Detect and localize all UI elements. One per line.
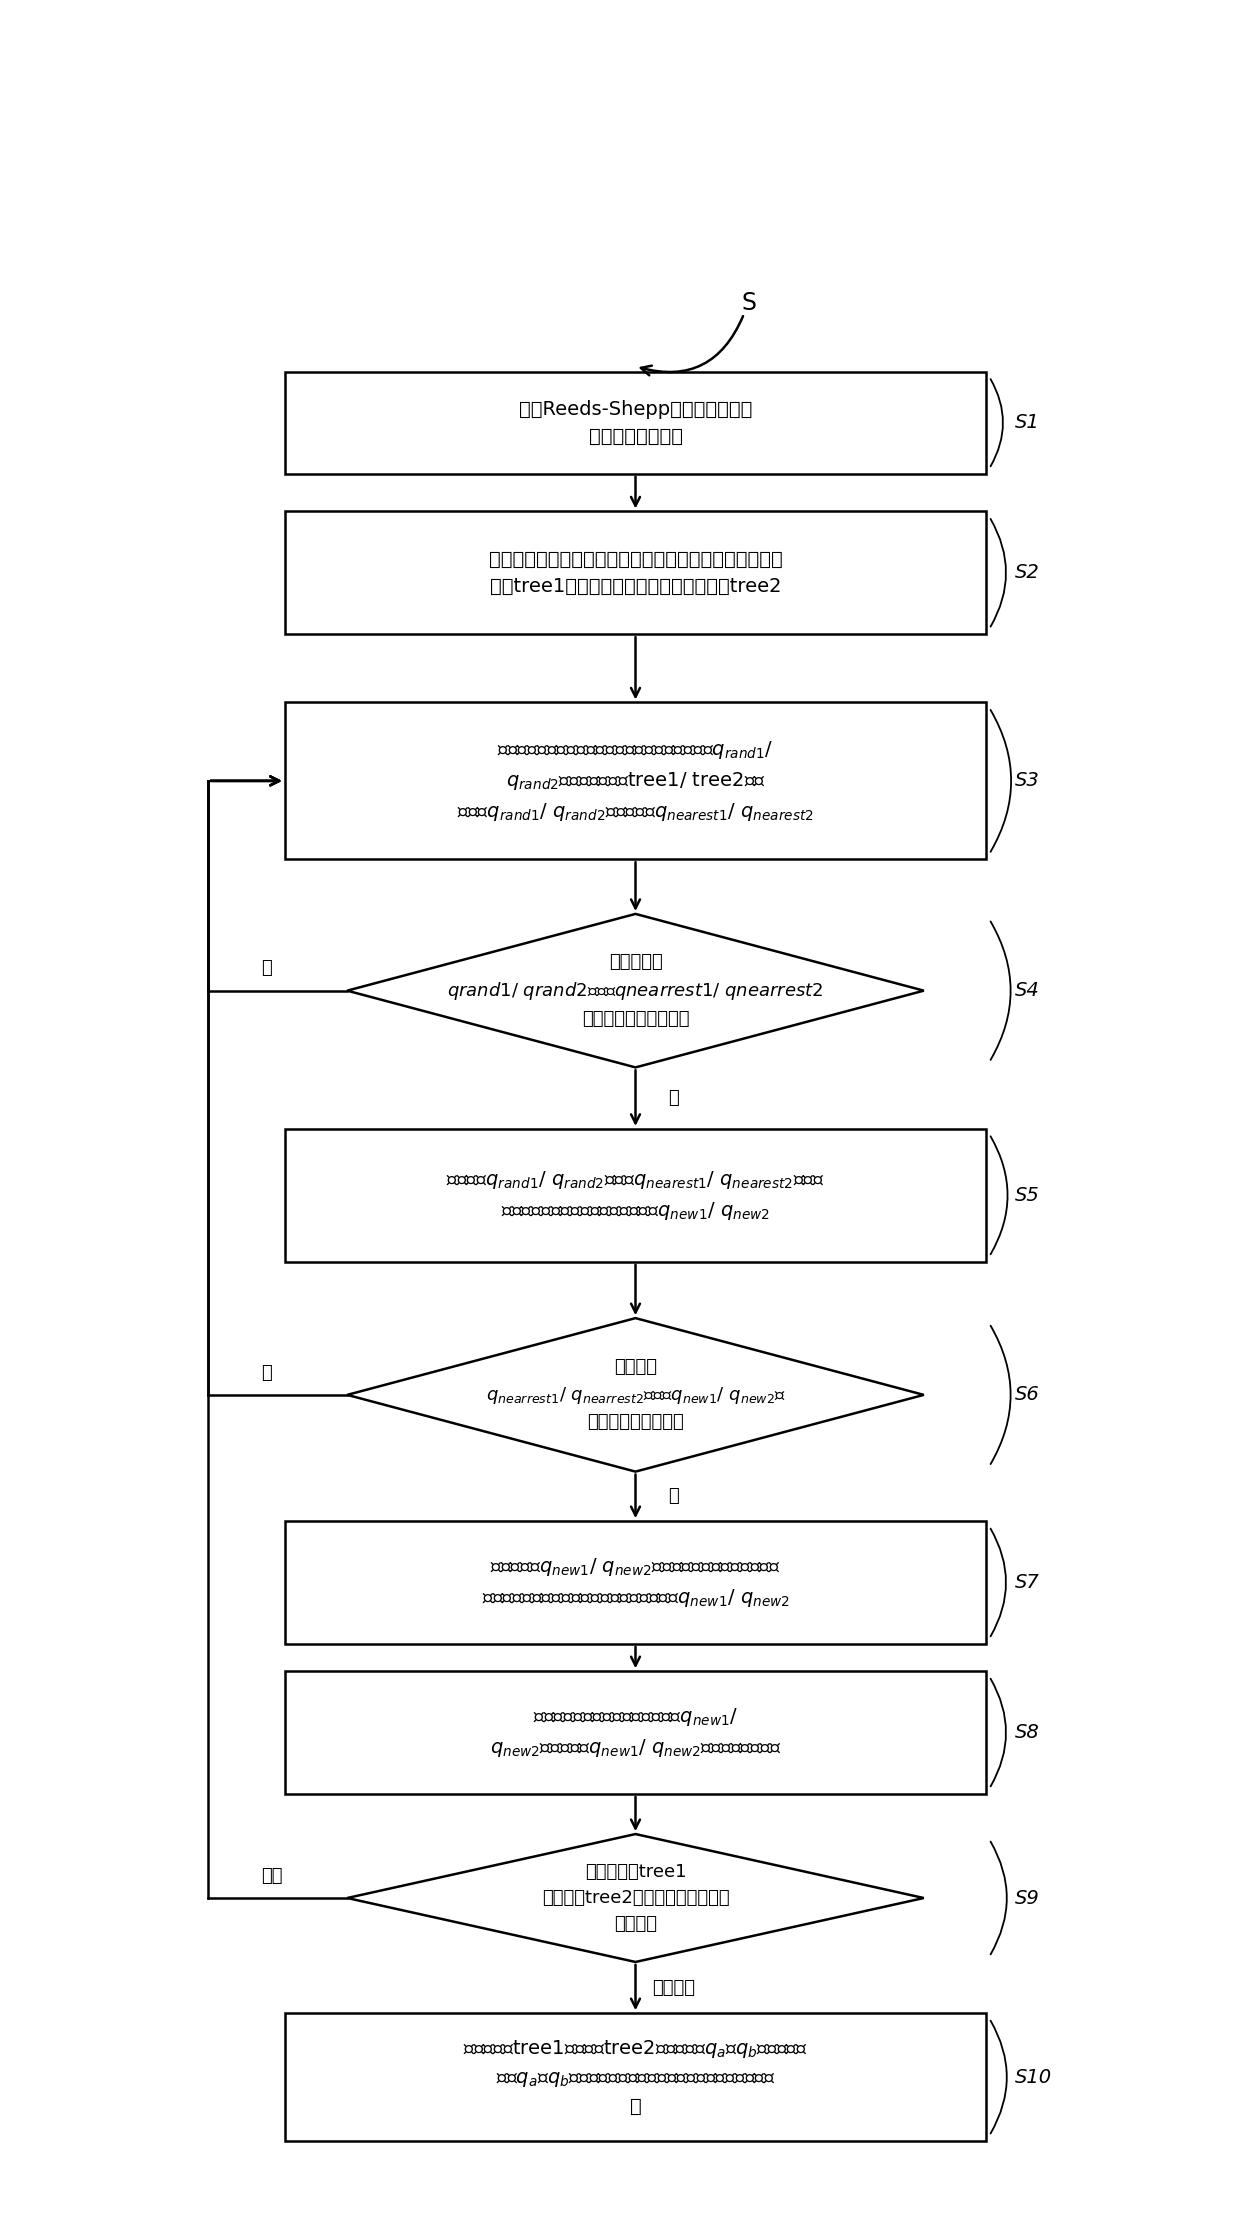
FancyArrowPatch shape [991, 1679, 1006, 1788]
Text: S6: S6 [1016, 1384, 1040, 1404]
Text: 大于: 大于 [260, 1867, 283, 1885]
Text: 采用Reeds-Shepp曲线连接智能车
的起始点和目标点: 采用Reeds-Shepp曲线连接智能车 的起始点和目标点 [518, 399, 753, 445]
Text: 有: 有 [260, 959, 272, 977]
Text: 无: 无 [668, 1486, 680, 1506]
FancyArrowPatch shape [991, 379, 1003, 467]
Polygon shape [347, 1318, 924, 1471]
Text: 判断随机点
$qrand1$/ $qrand2$与节点$qnearrest1$/ $qnearrest2$
的连线上是否有障碍物: 判断随机点 $qrand1$/ $qrand2$与节点$qnearrest1$/… [448, 952, 823, 1028]
Bar [285, 2013, 986, 2142]
Bar [285, 372, 986, 474]
Polygon shape [347, 1834, 924, 1962]
Text: 有: 有 [260, 1364, 272, 1382]
FancyArrowPatch shape [991, 1325, 1011, 1464]
Text: 小于等于: 小于等于 [652, 1978, 696, 1996]
Text: 判断扩展树tree1
和扩展树tree2之间的距离是否小于
设定阈值: 判断扩展树tree1 和扩展树tree2之间的距离是否小于 设定阈值 [542, 1863, 729, 1934]
Bar [285, 512, 986, 633]
FancyArrowPatch shape [991, 2020, 1007, 2133]
Text: 选取以节点$q_{new1}$/ $q_{new2}$所在区域内使得规划路径与障
碍物之间的距离大于安全距离的节点更新节点$q_{new1}$/ $q_{new: 选取以节点$q_{new1}$/ $q_{new2}$所在区域内使得规划路径与障… [481, 1557, 790, 1608]
FancyArrowPatch shape [991, 921, 1011, 1061]
Text: S: S [742, 292, 756, 315]
FancyArrowPatch shape [641, 317, 743, 374]
FancyArrowPatch shape [991, 518, 1006, 627]
Bar [285, 1522, 986, 1644]
Text: S5: S5 [1016, 1185, 1040, 1205]
Text: S1: S1 [1016, 414, 1040, 432]
Bar [285, 1130, 986, 1263]
Text: S9: S9 [1016, 1889, 1040, 1907]
Text: S8: S8 [1016, 1723, 1040, 1741]
Text: 在包含智能车起始点和目标点的地图上生成随机点$q_{rand1}$/
$q_{rand2}$，并查找扩展树tree1/ tree2距离
随机点$q_{rand1: 在包含智能车起始点和目标点的地图上生成随机点$q_{rand1}$/ $q_{r… [458, 740, 813, 822]
Bar [285, 1670, 986, 1794]
FancyArrowPatch shape [991, 1528, 1006, 1637]
FancyArrowPatch shape [991, 1841, 1007, 1954]
Text: 当生成的曲线上存在障碍物时，从起始点向目标点构建扩
展树tree1，从目标点向起始点构建扩展树tree2: 当生成的曲线上存在障碍物时，从起始点向目标点构建扩 展树tree1，从目标点向起… [489, 549, 782, 596]
Text: 在随机点$q_{rand1}$/ $q_{rand2}$与节点$q_{nearest1}$/ $q_{nearest2}$的连线
上取位于一个扩展步长长度处的节: 在随机点$q_{rand1}$/ $q_{rand2}$与节点$q_{neare… [446, 1170, 825, 1223]
Text: 判断节点
$q_{nearrest1}$/ $q_{nearrest2}$与节点$q_{new1}$/ $q_{new2}$的
连线上是否有障碍物: 判断节点 $q_{nearrest1}$/ $q_{nearrest2}$与节点… [486, 1358, 785, 1431]
Text: S10: S10 [1016, 2067, 1053, 2087]
Polygon shape [347, 915, 924, 1068]
Text: S2: S2 [1016, 563, 1040, 583]
Bar [285, 702, 986, 859]
Text: 根据智能车辆最大转向约束及节点$q_{new1}$/
$q_{new2}$，选取节点$q_{new1}$/ $q_{new2}$的父节点和子节点: 根据智能车辆最大转向约束及节点$q_{new1}$/ $q_{new2}$，选取… [490, 1706, 781, 1759]
Text: 根据扩展树tree1和扩展树tree2相遇的节点$q_a$和$q_b$，反向选取
节点$q_a$和$q_b$分别到起始点和目标点的路径构成智能车规划路
径: 根据扩展树tree1和扩展树tree2相遇的节点$q_a$和$q_b$，反向选取… [463, 2038, 808, 2115]
Text: S4: S4 [1016, 981, 1040, 1001]
Text: S3: S3 [1016, 771, 1040, 791]
Text: 无: 无 [668, 1090, 680, 1108]
Text: S7: S7 [1016, 1573, 1040, 1593]
FancyArrowPatch shape [991, 1136, 1008, 1254]
FancyArrowPatch shape [991, 711, 1011, 853]
